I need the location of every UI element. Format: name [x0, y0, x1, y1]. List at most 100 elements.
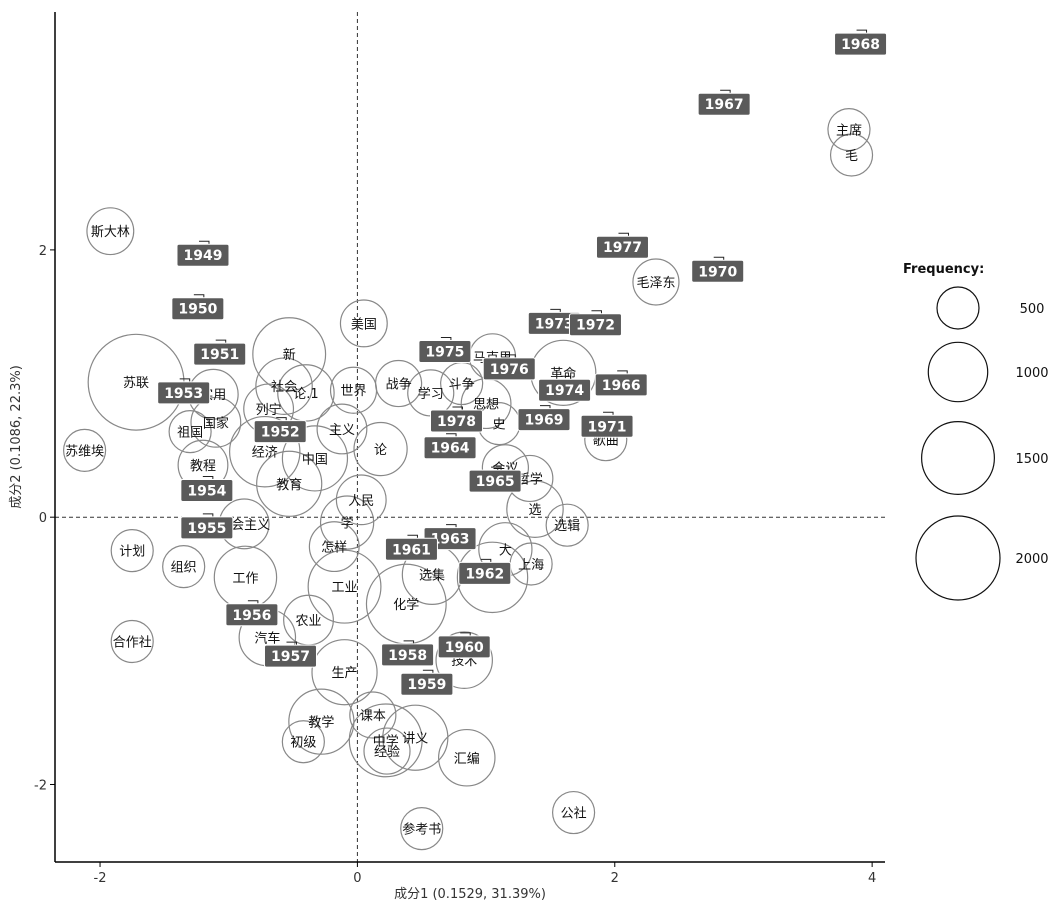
word-label: 斯大林: [91, 225, 130, 240]
word-label: 教学: [308, 715, 334, 731]
year-label-box: [517, 408, 571, 432]
word-label: 大: [499, 543, 512, 558]
year-label: 1960: [445, 640, 484, 656]
word-label: 学: [341, 516, 354, 532]
year-label: 1973: [535, 316, 574, 332]
word-label: 人民: [348, 494, 374, 509]
year-label: 1978: [437, 414, 476, 430]
year-label: 1971: [588, 419, 627, 435]
y-tick-label: 0: [39, 511, 47, 526]
year-label: 1964: [431, 441, 470, 457]
x-tick-label: 4: [868, 871, 876, 886]
word-bubble: [190, 396, 242, 448]
year-label: 1950: [178, 302, 217, 318]
word-bubble: [348, 703, 423, 778]
legend: Frequency: 500 1000 1500 2000: [903, 262, 1049, 601]
word-bubble: [281, 425, 349, 492]
year-label: 1952: [261, 425, 300, 441]
word-label: 主义: [329, 423, 355, 438]
year-label: 1954: [187, 483, 226, 499]
x-tick-label: 2: [611, 871, 619, 886]
year-label: 1976: [490, 362, 529, 378]
year-label-box: [193, 342, 247, 366]
word-bubble: [329, 366, 378, 414]
word-label: 怎样: [321, 541, 347, 556]
legend-label: 2000: [1015, 552, 1048, 567]
word-bubble: [319, 495, 375, 550]
year-label-box: [253, 420, 307, 444]
word-bubble: [632, 258, 680, 306]
year-label: 1951: [200, 347, 239, 363]
year-label-box: [381, 643, 435, 667]
word-label: 计划: [119, 545, 145, 560]
year-label: 1963: [431, 532, 470, 548]
year-label: 1962: [465, 566, 504, 582]
year-label-box: [468, 469, 522, 493]
word-bubble: [335, 474, 387, 526]
year-label: 1949: [184, 248, 223, 264]
year-label: 1955: [187, 521, 226, 537]
word-label: 思想: [473, 397, 499, 413]
word-label: 讲义: [402, 732, 428, 747]
word-bubble: [256, 450, 323, 517]
word-label: 论.1: [293, 387, 318, 402]
year-label: 1969: [525, 413, 564, 429]
legend-bubble: [936, 286, 980, 330]
year-label-box: [384, 537, 438, 561]
word-bubble: [316, 403, 368, 455]
word-label: 工业: [332, 581, 358, 596]
word-label: 列宁: [256, 402, 282, 418]
year-label: 1956: [232, 608, 271, 624]
word-label: 公社: [561, 806, 587, 822]
word-label: 工作: [232, 571, 258, 586]
word-label: 经验: [374, 744, 400, 760]
year-label-box: [834, 32, 888, 56]
word-label: 中国: [302, 452, 328, 467]
x-axis-title: 成分1 (0.1529, 31.39%): [394, 887, 546, 902]
year-label: 1953: [164, 386, 203, 402]
legend-label: 1000: [1015, 366, 1048, 381]
word-label: 毛泽东: [636, 276, 675, 291]
word-bubble: [545, 503, 589, 547]
word-label: 苏联: [123, 375, 149, 391]
word-bubble: [400, 806, 444, 851]
word-label: 哲学: [517, 471, 543, 487]
year-label: 1974: [545, 383, 584, 399]
year-label-box: [225, 603, 279, 627]
legend-title: Frequency:: [903, 262, 984, 277]
word-label: 斗争: [449, 378, 475, 393]
word-bubble: [438, 728, 496, 787]
word-bubble: [229, 415, 301, 488]
year-label: 1957: [271, 649, 310, 665]
word-bubble: [339, 299, 388, 348]
year-label: 1970: [698, 264, 737, 280]
word-bubble: [255, 357, 313, 415]
year-label-box: [418, 339, 472, 363]
year-label-box: [180, 478, 234, 502]
word-label: 化学: [393, 597, 419, 613]
word-bubble: [162, 545, 206, 589]
year-label-box: [429, 409, 483, 433]
word-bubble: [456, 541, 529, 614]
word-label: 史: [492, 418, 505, 433]
word-bubble: [435, 631, 493, 689]
word-bubble: [363, 727, 411, 775]
legend-label: 500: [1020, 302, 1045, 317]
word-label: 毛: [845, 149, 858, 164]
axes: -2 0 2 4 -2 0 2 成分1 (0.1529, 31.39%) 成分2 (0.1086…: [9, 12, 885, 902]
y-axis-title: 成分2 (0.1086, 22.3%): [9, 365, 24, 509]
plot-layer: 主席毛毛泽东斯大林美国新社会苏联实用论.1列宁国家战争斗争马克思革命世界学习思想…: [55, 12, 888, 862]
word-bubble: [281, 720, 325, 764]
word-label: 合作社: [113, 634, 152, 650]
word-label: 国家: [203, 415, 229, 431]
year-label: 1967: [705, 97, 744, 113]
year-label: 1961: [392, 542, 431, 558]
word-bubble: [353, 421, 408, 477]
word-bubble: [168, 410, 212, 454]
year-label-box: [437, 635, 491, 659]
word-label: 组织: [171, 561, 197, 576]
legend-bubble: [927, 341, 989, 403]
legend-bubble: [915, 515, 1001, 601]
word-label: 教育: [276, 477, 302, 493]
